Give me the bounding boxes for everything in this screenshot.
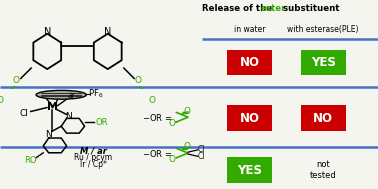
Text: NO: NO	[313, 112, 333, 125]
Text: with esterase(PLE): with esterase(PLE)	[287, 25, 359, 34]
Text: N: N	[104, 27, 112, 37]
Text: YES: YES	[237, 164, 262, 177]
Text: Release of the: Release of the	[202, 4, 275, 13]
Text: N: N	[45, 130, 52, 139]
FancyBboxPatch shape	[227, 157, 272, 183]
Text: ar: ar	[68, 91, 76, 100]
Text: Ir / Cp*: Ir / Cp*	[80, 160, 107, 169]
FancyBboxPatch shape	[227, 105, 272, 131]
Text: OR: OR	[95, 118, 108, 127]
Text: NO: NO	[240, 112, 259, 125]
Text: O: O	[12, 76, 20, 85]
Text: $\overline{\ }$PF$_6$: $\overline{\ }$PF$_6$	[86, 88, 104, 100]
Text: YES: YES	[311, 56, 336, 69]
Text: O: O	[184, 107, 191, 116]
Text: substituent: substituent	[280, 4, 339, 13]
Text: NO: NO	[240, 56, 259, 69]
Text: M: M	[47, 102, 58, 112]
Text: O: O	[169, 119, 176, 128]
Text: ester: ester	[260, 4, 286, 13]
Text: Cl: Cl	[19, 109, 28, 118]
Text: $-$OR =: $-$OR =	[141, 112, 172, 123]
Text: in water: in water	[234, 25, 265, 34]
FancyBboxPatch shape	[301, 105, 345, 131]
Text: O: O	[0, 96, 3, 105]
Text: N: N	[65, 112, 72, 121]
Ellipse shape	[36, 90, 87, 99]
Text: M / ar: M / ar	[80, 146, 107, 155]
Text: O: O	[169, 155, 176, 164]
Text: O: O	[135, 76, 141, 85]
Text: $-$OR =: $-$OR =	[141, 148, 172, 159]
Text: O: O	[149, 96, 156, 105]
FancyBboxPatch shape	[227, 50, 272, 75]
Text: RO: RO	[25, 156, 37, 165]
Text: N: N	[43, 27, 51, 37]
Text: Cl: Cl	[198, 152, 206, 161]
Text: Ru / pcym: Ru / pcym	[74, 153, 113, 162]
Text: O: O	[184, 143, 191, 151]
Text: Cl: Cl	[198, 145, 206, 154]
Text: not
tested: not tested	[310, 160, 336, 180]
FancyBboxPatch shape	[301, 50, 345, 75]
